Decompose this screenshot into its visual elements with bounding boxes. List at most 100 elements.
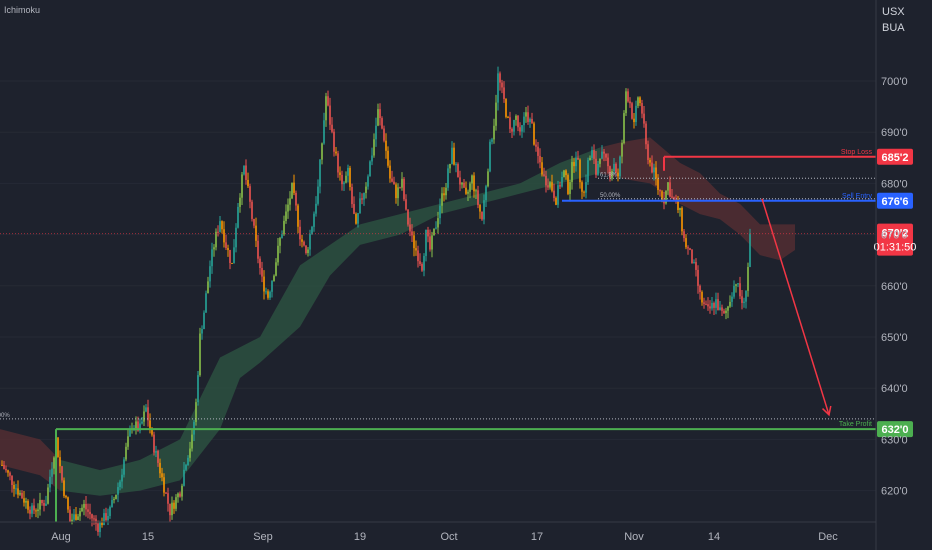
y-tick-label: 620'0 <box>881 486 908 498</box>
candle-body <box>589 157 591 161</box>
candle-body <box>265 291 267 293</box>
candle-body <box>335 151 337 154</box>
candle-body <box>597 163 599 175</box>
cloud-segment <box>700 173 720 220</box>
candle-body <box>59 457 61 467</box>
cloud-segment <box>260 265 300 363</box>
candle-body <box>229 250 231 263</box>
candle-body <box>709 306 711 309</box>
candle-body <box>719 307 721 311</box>
candle-body <box>259 258 261 268</box>
candle-body <box>173 502 175 509</box>
candle-body <box>723 310 725 314</box>
candle-body <box>179 493 181 497</box>
candle-body <box>571 162 573 183</box>
candle-body <box>529 118 531 122</box>
candle-body <box>567 175 569 194</box>
current-price-countdown: 01:31:50 <box>874 242 917 254</box>
candle-body <box>697 269 699 286</box>
candle-body <box>551 182 553 191</box>
candle-body <box>653 167 655 173</box>
candle-body <box>611 170 613 179</box>
candle-body <box>739 283 741 297</box>
candle-body <box>453 147 455 165</box>
candle-body <box>605 153 607 158</box>
candle-body <box>191 434 193 449</box>
candle-body <box>215 231 217 248</box>
candle-body <box>181 485 183 497</box>
candle-body <box>511 128 513 132</box>
candle-body <box>125 446 127 460</box>
candle-body <box>305 245 307 254</box>
candle-body <box>745 290 747 302</box>
price-axis[interactable]: 700'0 690'0 680'0 670'0 660'0 650'0 640'0 630'0… <box>881 76 908 498</box>
candle-body <box>207 281 209 294</box>
candle-body <box>467 191 469 194</box>
candle-body <box>735 284 737 286</box>
candle-body <box>195 402 197 422</box>
candle-body <box>681 208 683 232</box>
candle-body <box>1 465 3 466</box>
fib-label: 50.00% <box>600 193 621 199</box>
candle-body <box>407 209 409 225</box>
candle-body <box>533 123 535 145</box>
x-tick-label: Sep <box>253 531 273 543</box>
candle-body <box>603 151 605 154</box>
candle-body <box>703 302 705 304</box>
candle-body <box>117 487 119 495</box>
candle-body <box>377 109 379 126</box>
candle-body <box>89 511 91 515</box>
candle-body <box>69 509 71 522</box>
candle-body <box>499 73 501 83</box>
candle-body <box>481 211 483 220</box>
candle-body <box>339 172 341 175</box>
candle-body <box>199 333 201 376</box>
x-tick-label: 14 <box>708 531 720 543</box>
candle-body <box>495 102 497 126</box>
candle-body <box>655 167 657 179</box>
candle-body <box>523 116 525 126</box>
candle-body <box>419 261 421 265</box>
candle-body <box>507 116 509 118</box>
candle-body <box>49 476 51 488</box>
time-axis[interactable]: Aug 15 Sep 19 Oct 17 Nov 14 Dec <box>51 531 838 543</box>
candle-body <box>705 303 707 305</box>
candle-body <box>353 204 355 214</box>
candle-body <box>425 229 427 256</box>
candle-body <box>261 267 263 277</box>
candle-body <box>477 190 479 206</box>
y-tick-label: 670'0 <box>881 230 908 242</box>
candle-body <box>349 167 351 188</box>
candle-body <box>649 159 651 163</box>
candle-body <box>725 310 727 314</box>
candle-body <box>285 211 287 221</box>
candle-body <box>691 249 693 264</box>
candle-body <box>443 193 445 196</box>
candle-body <box>617 172 619 177</box>
candle-body <box>87 509 89 512</box>
candle-body <box>519 127 521 132</box>
candle-body <box>21 492 23 499</box>
x-tick-label: Nov <box>624 531 644 543</box>
candle-body <box>535 144 537 147</box>
level-price-value: 632'0 <box>881 424 908 436</box>
candle-body <box>159 462 161 474</box>
cloud-segment <box>240 337 260 378</box>
candle-body <box>729 301 731 307</box>
candle-body <box>127 436 129 447</box>
candle-body <box>749 233 751 267</box>
candle-body <box>487 171 489 187</box>
candle-body <box>497 73 499 103</box>
x-tick-label: 19 <box>354 531 366 543</box>
candle-body <box>147 407 149 421</box>
candle-body <box>333 131 335 152</box>
cloud-segment <box>600 142 620 179</box>
candle-body <box>687 247 689 249</box>
candle-body <box>411 231 413 236</box>
candle-body <box>359 198 361 214</box>
level-label: Take Profit <box>839 421 872 428</box>
candle-body <box>271 280 273 292</box>
candle-body <box>721 307 723 311</box>
candle-body <box>385 140 387 151</box>
